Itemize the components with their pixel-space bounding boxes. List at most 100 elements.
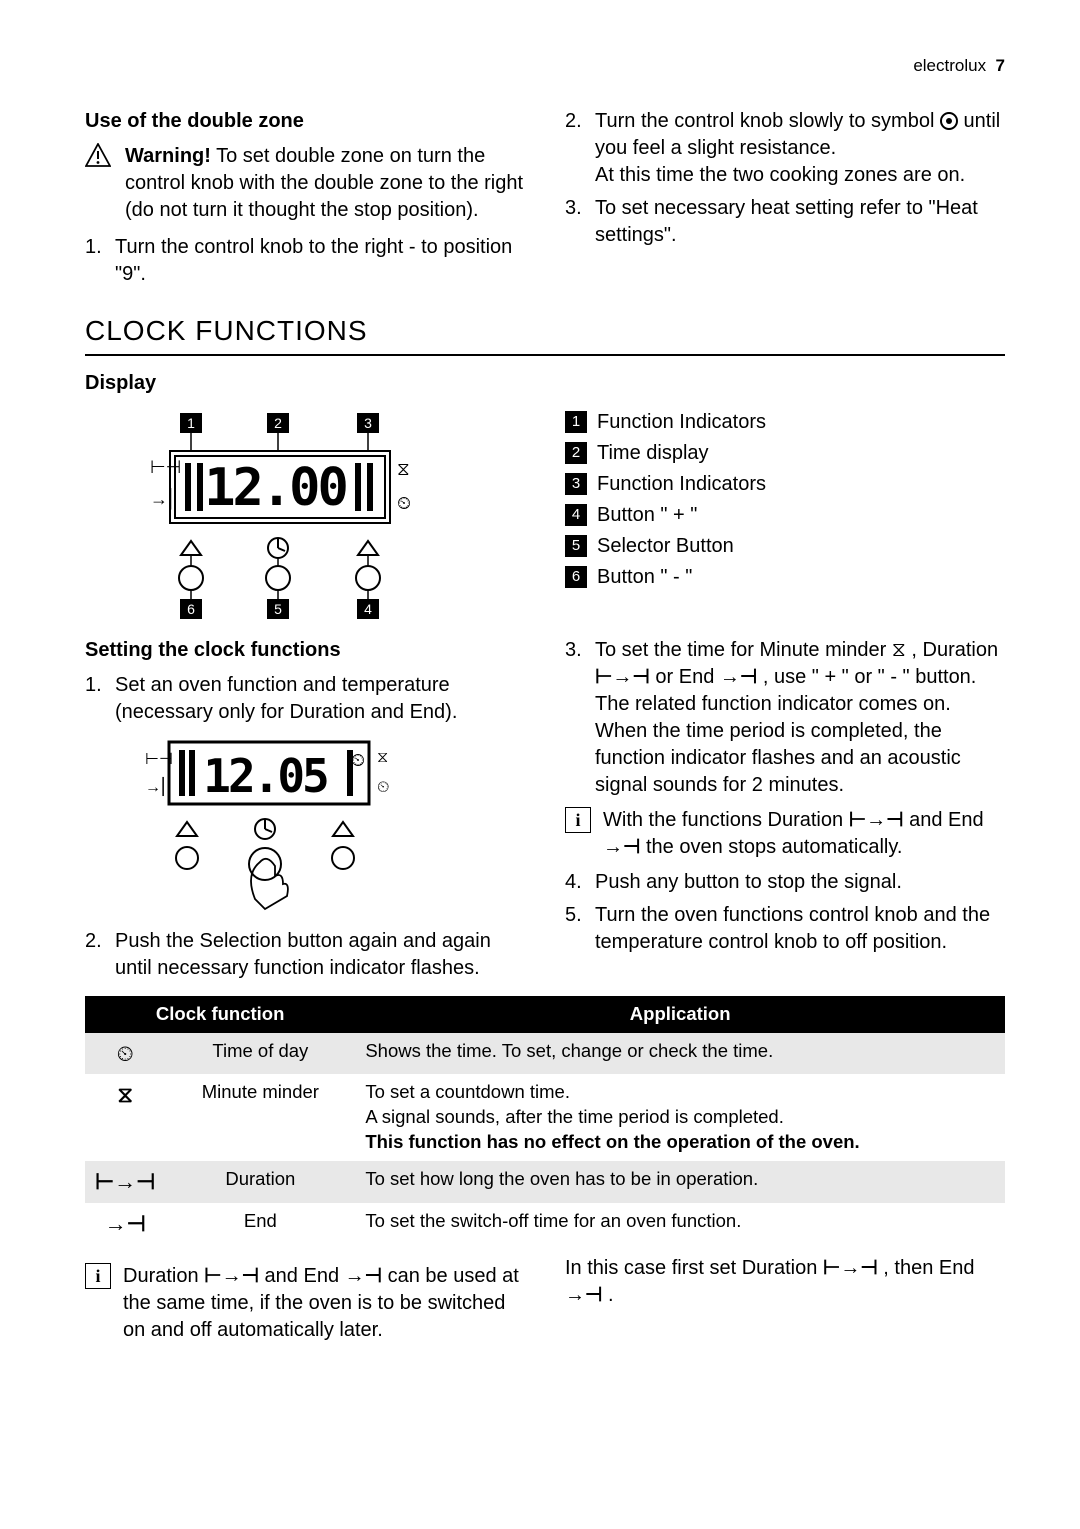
duration-icon: ⊢→⊣ bbox=[85, 1161, 165, 1203]
th-application: Application bbox=[355, 996, 1005, 1033]
step-1: 1.Turn the control knob to the right - t… bbox=[85, 234, 525, 288]
legend-5: 5 Selector Button bbox=[565, 533, 1005, 560]
t: and End bbox=[259, 1265, 345, 1287]
step-text: Turn the oven functions control knob and… bbox=[595, 902, 1005, 956]
t: , use " + " or " - " button. bbox=[757, 666, 976, 688]
step-text: Push the Selection button again and agai… bbox=[115, 928, 525, 982]
step-text: Turn the control knob to the right - to … bbox=[115, 234, 525, 288]
double-zone-heading: Use of the double zone bbox=[85, 108, 525, 135]
time-of-day-icon: ⏲ bbox=[85, 1033, 165, 1075]
step-text: To set necessary heat setting refer to "… bbox=[595, 195, 1005, 249]
step-text: To set the time for Minute minder ⧖ , Du… bbox=[595, 637, 1005, 799]
setting-step-1: 1.Set an oven function and temperature (… bbox=[85, 672, 525, 726]
end-icon: →⊣ bbox=[603, 836, 640, 858]
minute-minder-icon: ⧖ bbox=[85, 1074, 165, 1161]
duration-icon: ⊢→⊣ bbox=[595, 666, 650, 688]
minute-minder-icon: ⧖ bbox=[892, 639, 906, 661]
legend-3: 3 Function Indicators bbox=[565, 471, 1005, 498]
duration-icon: ⊢→⊣ bbox=[823, 1257, 878, 1279]
row-name: Duration bbox=[165, 1161, 355, 1203]
duration-icon: ⊢→⊣ bbox=[204, 1265, 259, 1287]
t: and End bbox=[904, 809, 984, 831]
t: , Duration bbox=[906, 639, 998, 661]
step-text: Push any button to stop the signal. bbox=[595, 869, 902, 896]
display-row: 1 2 3 ⊢⊣ →⎢ 12.00 bbox=[85, 405, 1005, 637]
row-app: To set a countdown time. A signal sounds… bbox=[355, 1074, 1005, 1161]
svg-text:→⎢: →⎢ bbox=[150, 488, 177, 510]
svg-text:⏲: ⏲ bbox=[397, 493, 411, 513]
step-num: 2. bbox=[85, 928, 107, 982]
row-app: To set how long the oven has to be in op… bbox=[355, 1161, 1005, 1203]
double-zone-steps-left: 1.Turn the control knob to the right - t… bbox=[85, 234, 525, 288]
duration-icon: ⊢→⊣ bbox=[849, 809, 904, 831]
t: The related function indicator comes on.… bbox=[595, 693, 961, 796]
display-diagram-col: 1 2 3 ⊢⊣ →⎢ 12.00 bbox=[85, 405, 525, 637]
display-diagram: 1 2 3 ⊢⊣ →⎢ 12.00 bbox=[125, 413, 525, 623]
legend-text: Time display bbox=[597, 440, 709, 467]
warning-label: Warning! bbox=[125, 145, 211, 167]
setting-left: Setting the clock functions 1.Set an ove… bbox=[85, 637, 525, 988]
step-num: 4. bbox=[565, 869, 587, 896]
double-zone-right: 2. Turn the control knob slowly to symbo… bbox=[565, 108, 1005, 294]
t: A signal sounds, after the time period i… bbox=[365, 1106, 784, 1127]
row-app: To set the switch-off time for an oven f… bbox=[355, 1203, 1005, 1245]
step-text: Turn the control knob slowly to symbol u… bbox=[595, 108, 1005, 189]
svg-text:3: 3 bbox=[364, 415, 372, 431]
end-icon: →⊣ bbox=[720, 666, 757, 688]
warning-block: Warning! To set double zone on turn the … bbox=[85, 143, 525, 224]
display-legend-col: 1Function Indicators 2Time display 3Func… bbox=[565, 405, 1005, 637]
setting-step-2: 2.Push the Selection button again and ag… bbox=[85, 928, 525, 982]
dual-zone-icon bbox=[940, 112, 958, 130]
t: Duration bbox=[123, 1265, 204, 1287]
setting-step-5: 5.Turn the oven functions control knob a… bbox=[565, 902, 1005, 956]
info-block: i With the functions Duration ⊢→⊣ and En… bbox=[565, 807, 1005, 861]
svg-text:12.05: 12.05 bbox=[203, 749, 327, 803]
t: To set a countdown time. bbox=[365, 1081, 570, 1102]
setting-heading: Setting the clock functions bbox=[85, 637, 525, 664]
footer-info-row: i Duration ⊢→⊣ and End →⊣ can be used at… bbox=[85, 1263, 525, 1344]
row-name: Minute minder bbox=[165, 1074, 355, 1161]
t: In this case first set Duration bbox=[565, 1257, 823, 1279]
setting-steps-left-2: 2.Push the Selection button again and ag… bbox=[85, 928, 525, 982]
svg-text:12.00: 12.00 bbox=[204, 458, 346, 518]
legend-num: 6 bbox=[565, 566, 587, 588]
end-icon: →⊣ bbox=[345, 1265, 382, 1287]
legend-4: 4 Button " + " bbox=[565, 502, 1005, 529]
footer-info: i Duration ⊢→⊣ and End →⊣ can be used at… bbox=[85, 1255, 1005, 1352]
table-row: ⧖ Minute minder To set a countdown time.… bbox=[85, 1074, 1005, 1161]
step-text: Set an oven function and temperature (ne… bbox=[115, 672, 525, 726]
clock-function-table: Clock function Application ⏲ Time of day… bbox=[85, 996, 1005, 1245]
legend-text: Selector Button bbox=[597, 533, 734, 560]
t: With the functions Duration bbox=[603, 809, 849, 831]
step-num: 3. bbox=[565, 195, 587, 249]
svg-text:6: 6 bbox=[187, 601, 195, 617]
svg-text:⏲: ⏲ bbox=[351, 750, 365, 770]
end-icon: →⊣ bbox=[85, 1203, 165, 1245]
legend-text: Button " + " bbox=[597, 502, 697, 529]
legend-text: Function Indicators bbox=[597, 471, 766, 498]
end-icon: →⊣ bbox=[565, 1284, 602, 1306]
setting-row: Setting the clock functions 1.Set an ove… bbox=[85, 637, 1005, 988]
legend-6: 6Button " - " bbox=[565, 564, 1005, 591]
double-zone-steps-right: 2. Turn the control knob slowly to symbo… bbox=[565, 108, 1005, 249]
legend-2: 2 Time display bbox=[565, 440, 1005, 467]
legend-num: 3 bbox=[565, 473, 587, 495]
double-zone-section: Use of the double zone Warning! To set d… bbox=[85, 108, 1005, 294]
t: To set the time for Minute minder bbox=[595, 639, 892, 661]
clock-functions-title: CLOCK FUNCTIONS bbox=[85, 312, 1005, 350]
legend-num: 2 bbox=[565, 442, 587, 464]
table-header-row: Clock function Application bbox=[85, 996, 1005, 1033]
legend-num: 5 bbox=[565, 535, 587, 557]
footer-left: i Duration ⊢→⊣ and End →⊣ can be used at… bbox=[85, 1255, 525, 1352]
table-row: →⊣ End To set the switch-off time for an… bbox=[85, 1203, 1005, 1245]
legend-text: Function Indicators bbox=[597, 409, 766, 436]
legend-num: 4 bbox=[565, 504, 587, 526]
t: Turn the control knob slowly to symbol bbox=[595, 110, 940, 132]
svg-text:⊢⊣: ⊢⊣ bbox=[150, 457, 181, 477]
step-num: 3. bbox=[565, 637, 587, 799]
svg-text:1: 1 bbox=[187, 415, 195, 431]
page-header: electrolux 7 bbox=[85, 55, 1005, 78]
info-icon: i bbox=[85, 1263, 111, 1289]
t: This function has no effect on the opera… bbox=[365, 1131, 859, 1152]
svg-text:⧖: ⧖ bbox=[397, 459, 410, 479]
